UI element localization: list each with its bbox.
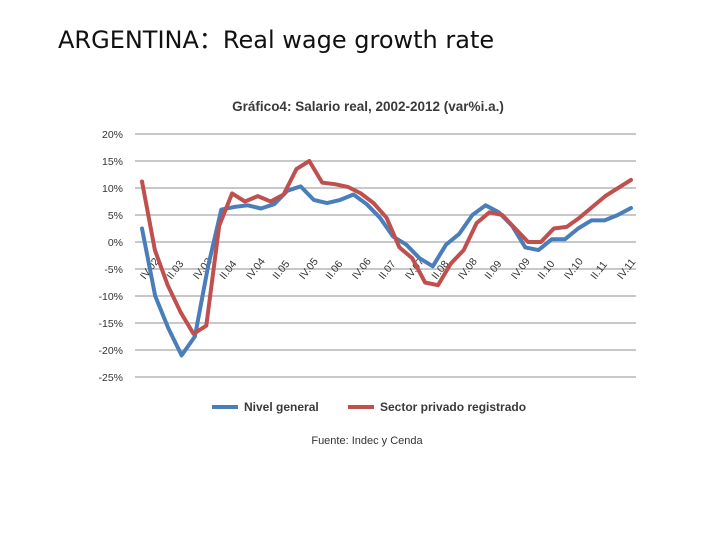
x-tick-label: II.07 — [376, 258, 398, 282]
chart-source: Fuente: Indec y Cenda — [311, 435, 423, 447]
series-line-nivel-general — [140, 184, 633, 358]
x-tick-label: II.03 — [164, 258, 186, 282]
y-tick-label: 5% — [108, 210, 123, 222]
y-tick-label: -5% — [104, 264, 123, 276]
x-tick-label: II.11 — [588, 259, 610, 282]
slide-title: ARGENTINA：Real wage growth rate — [58, 26, 495, 54]
y-tick-label: -25% — [98, 372, 123, 384]
x-tick-label: II.10 — [535, 258, 557, 282]
series-line-sector-privado-registrado — [140, 159, 633, 336]
y-tick-label: -20% — [98, 345, 123, 357]
chart-title: Gráfico4: Salario real, 2002-2012 (var%i… — [232, 99, 504, 114]
x-tick-label: II.09 — [482, 258, 504, 282]
y-tick-label: 10% — [102, 183, 123, 195]
x-tick-label: II.06 — [323, 258, 345, 282]
y-tick-label: -15% — [98, 318, 123, 330]
legend-label: Nivel general — [244, 400, 319, 414]
y-tick-label: -10% — [98, 291, 123, 303]
y-tick-label: 0% — [108, 237, 123, 249]
y-tick-label: 15% — [102, 156, 123, 168]
legend-label: Sector privado registrado — [380, 400, 526, 414]
x-tick-label: II.04 — [217, 258, 239, 282]
x-tick-label: II.05 — [270, 258, 292, 282]
y-tick-label: 20% — [102, 129, 123, 141]
